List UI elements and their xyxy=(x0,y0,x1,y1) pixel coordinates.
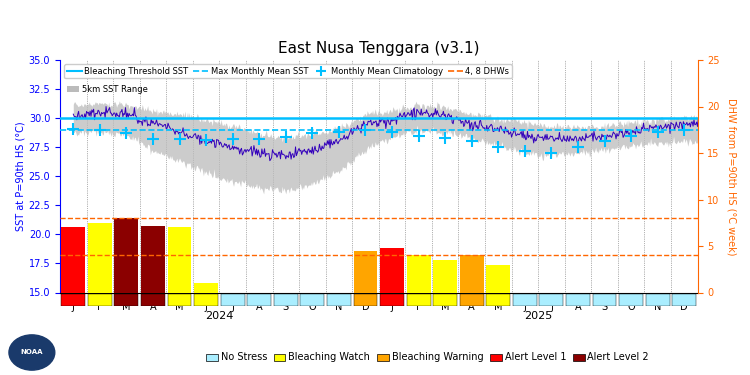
Bar xyxy=(88,223,112,292)
Bar xyxy=(194,283,218,292)
Bar xyxy=(220,294,245,306)
Bar xyxy=(486,265,510,292)
Y-axis label: SST at P=90th HS (°C): SST at P=90th HS (°C) xyxy=(16,122,26,231)
Bar xyxy=(62,227,86,292)
Bar xyxy=(301,294,324,306)
Bar xyxy=(327,294,351,306)
Bar xyxy=(592,294,616,306)
Bar xyxy=(194,294,218,306)
Title: East Nusa Tenggara (v3.1): East Nusa Tenggara (v3.1) xyxy=(278,41,479,56)
Bar xyxy=(380,248,404,292)
Bar xyxy=(566,294,590,306)
Bar xyxy=(406,255,430,292)
Y-axis label: DHW from P=90th HS (°C week): DHW from P=90th HS (°C week) xyxy=(727,98,736,255)
Bar xyxy=(141,294,165,306)
Bar xyxy=(167,294,191,306)
Bar xyxy=(62,294,86,306)
Bar xyxy=(353,294,377,306)
Bar xyxy=(406,294,430,306)
Text: 2025: 2025 xyxy=(524,311,552,321)
Legend: No Stress, Bleaching Watch, Bleaching Warning, Alert Level 1, Alert Level 2: No Stress, Bleaching Watch, Bleaching Wa… xyxy=(202,349,653,366)
Bar xyxy=(167,227,191,292)
Bar xyxy=(433,294,457,306)
Bar xyxy=(620,294,643,306)
Text: NOAA: NOAA xyxy=(21,349,43,355)
Circle shape xyxy=(9,335,55,370)
Bar xyxy=(460,294,484,306)
Bar xyxy=(115,218,138,292)
Bar xyxy=(353,251,377,292)
Bar xyxy=(513,294,537,306)
Bar xyxy=(274,294,298,306)
Bar xyxy=(433,260,457,292)
Bar xyxy=(141,225,165,292)
Bar xyxy=(88,294,112,306)
Bar xyxy=(486,294,510,306)
Bar xyxy=(672,294,696,306)
Legend: 5km SST Range: 5km SST Range xyxy=(64,83,150,97)
Text: 2024: 2024 xyxy=(206,311,233,321)
Bar xyxy=(539,294,563,306)
Bar xyxy=(115,294,138,306)
Bar xyxy=(248,294,272,306)
Bar xyxy=(460,255,484,292)
Bar xyxy=(646,294,670,306)
Bar xyxy=(380,294,404,306)
